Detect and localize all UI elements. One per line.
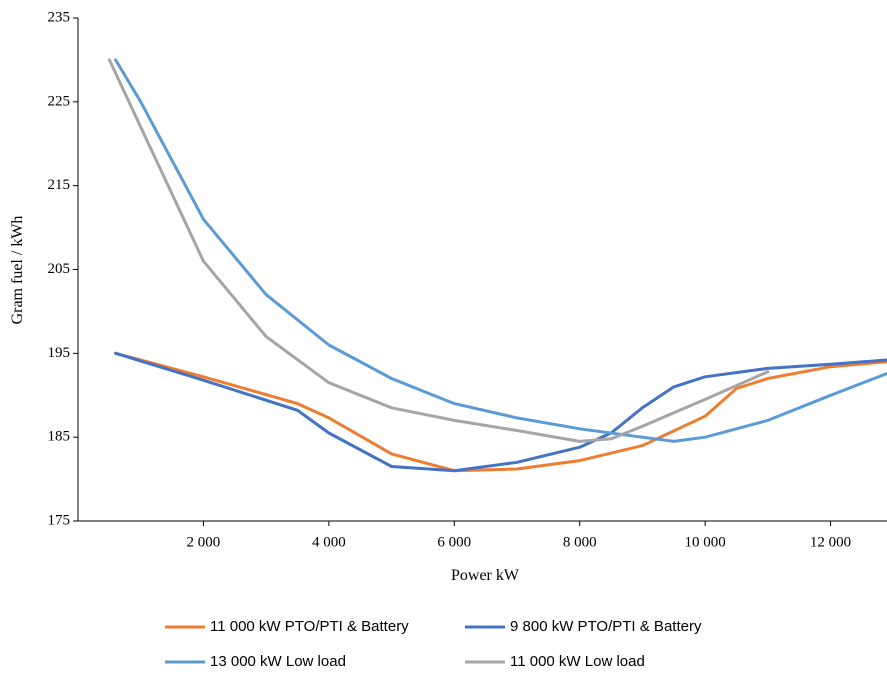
x-tick-label: 10 000 xyxy=(685,534,726,550)
legend-label: 11 000 kW Low load xyxy=(510,653,645,670)
series-line xyxy=(107,58,770,443)
y-tick-label: 235 xyxy=(48,9,71,25)
y-tick-label: 225 xyxy=(48,93,71,109)
legend-label: 11 000 kW PTO/PTI & Battery xyxy=(210,618,409,635)
x-axis-title: Power kW xyxy=(451,567,520,584)
x-tick-label: 6 000 xyxy=(437,534,471,550)
legend-label: 13 000 kW Low load xyxy=(210,653,346,670)
y-tick-label: 205 xyxy=(48,261,71,277)
series-line xyxy=(114,351,887,473)
y-tick-label: 185 xyxy=(48,429,71,445)
x-tick-label: 4 000 xyxy=(312,534,346,550)
x-tick-label: 8 000 xyxy=(563,534,597,550)
x-tick-label: 12 000 xyxy=(810,534,851,550)
y-tick-label: 175 xyxy=(48,512,71,528)
y-tick-label: 215 xyxy=(48,177,71,193)
legend-label: 9 800 kW PTO/PTI & Battery xyxy=(510,618,702,635)
y-tick-label: 195 xyxy=(48,345,71,361)
x-tick-label: 2 000 xyxy=(187,534,221,550)
series-line xyxy=(114,58,887,443)
y-axis-title: Gram fuel / kWh xyxy=(9,216,26,325)
series-line xyxy=(114,351,887,473)
